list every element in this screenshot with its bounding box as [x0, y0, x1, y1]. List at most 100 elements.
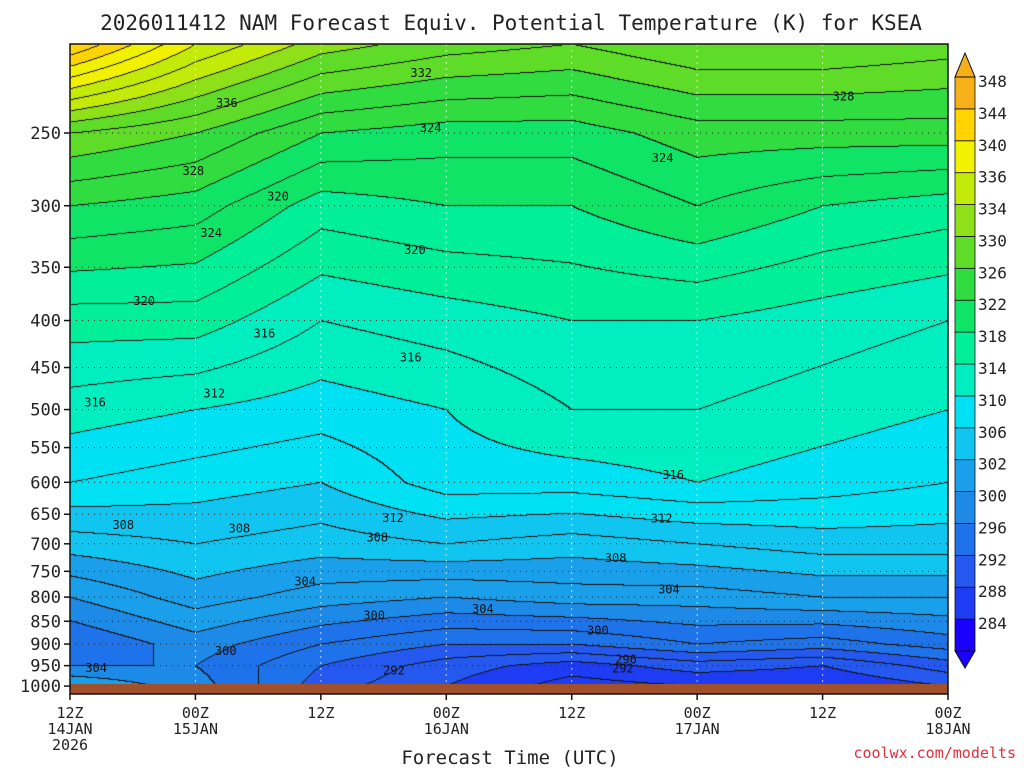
colorbar-swatch	[954, 491, 976, 524]
colorbar-label: 302	[978, 455, 1007, 474]
contour-label: 304	[294, 574, 316, 588]
contour-label: 312	[203, 386, 225, 400]
colorbar-label: 326	[978, 263, 1007, 282]
y-tick-label: 600	[30, 473, 61, 493]
colorbar-swatch	[954, 618, 976, 652]
y-tick-label: 500	[30, 401, 61, 421]
contour-label: 320	[404, 243, 426, 257]
colorbar-swatch	[954, 140, 976, 174]
colorbar-label: 300	[978, 487, 1007, 506]
contour-label: 292	[383, 664, 405, 678]
x-tick-label: 17JAN	[675, 720, 720, 738]
colorbar-label: 284	[978, 614, 1007, 633]
chart-title: 2026011412 NAM Forecast Equiv. Potential…	[100, 11, 922, 35]
x-tick-label: 00Z	[182, 704, 209, 722]
x-tick-label: 12Z	[56, 704, 83, 722]
y-tick-label: 650	[30, 505, 61, 525]
colorbar-label: 322	[978, 295, 1007, 314]
contour-label: 328	[833, 89, 855, 103]
contour-label: 300	[587, 624, 609, 638]
plot-frame	[69, 43, 949, 695]
y-tick-label: 350	[30, 258, 61, 278]
y-tick-label: 1000	[20, 677, 61, 697]
contour-label: 324	[420, 121, 442, 135]
contour-label: 296	[615, 652, 637, 666]
colorbar-swatch	[954, 204, 976, 237]
colorbar-swatch	[954, 76, 976, 110]
contour-label: 304	[658, 583, 680, 597]
colorbar-label: 314	[978, 359, 1007, 378]
y-tick-label: 900	[30, 635, 61, 655]
colorbar: 348 344 340 336 334 330 326 322 318 314 310 306 302 3…	[954, 51, 1007, 669]
colorbar-label: 288	[978, 582, 1007, 601]
y-tick-label: 850	[30, 612, 61, 632]
colorbar-swatch	[954, 523, 976, 556]
y-tick-label: 400	[30, 312, 61, 332]
colorbar-swatch	[954, 459, 976, 492]
x-tick-label: 00Z	[684, 704, 711, 722]
contour-label: 316	[662, 468, 684, 482]
contour-label: 320	[267, 189, 289, 203]
contour-label: 308	[605, 551, 627, 565]
plot-area: 332 336 328 324 324 328 320 324 320 320 316 316 316 3…	[70, 44, 948, 694]
x-tick-label: 00Z	[433, 704, 460, 722]
colorbar-top-arrow	[954, 51, 976, 78]
colorbar-label: 306	[978, 423, 1007, 442]
contour-label-layer: 332 336 328 324 324 328 320 324 320 320 316 316 316 3…	[84, 66, 854, 678]
x-tick-label: 18JAN	[925, 720, 970, 738]
x-tick-label: 12Z	[809, 704, 836, 722]
contour-label: 300	[215, 644, 237, 658]
colorbar-label: 340	[978, 136, 1007, 155]
x-tick-label: 12Z	[558, 704, 585, 722]
contour-label: 312	[382, 511, 404, 525]
y-tick-label: 250	[30, 124, 61, 144]
contour-label: 336	[216, 96, 238, 110]
contour-label: 316	[254, 326, 276, 340]
y-axis: 250 300 350 400 450 500 550 600 650 700 750 800 850 9…	[20, 124, 70, 697]
x-axis-title: Forecast Time (UTC)	[401, 747, 618, 768]
contour-label: 324	[200, 226, 222, 240]
colorbar-bottom-arrow	[954, 650, 976, 669]
colorbar-swatch	[954, 363, 976, 397]
x-tick-label: 12Z	[307, 704, 334, 722]
colorbar-label: 292	[978, 550, 1007, 569]
colorbar-swatch	[954, 427, 976, 461]
colorbar-label: 336	[978, 168, 1007, 187]
contour-label: 328	[182, 164, 204, 178]
ground-strip	[70, 684, 948, 694]
contour-label: 300	[363, 609, 385, 623]
colorbar-swatch	[954, 395, 976, 429]
colorbar-swatch	[954, 554, 976, 588]
colorbar-swatch	[954, 236, 976, 269]
colorbar-swatch	[954, 331, 976, 365]
contour-label: 308	[366, 530, 388, 544]
colorbar-label: 296	[978, 518, 1007, 537]
contour-label: 304	[472, 602, 494, 616]
contour-label: 320	[133, 294, 155, 308]
x-tick-label: 00Z	[934, 704, 961, 722]
y-tick-label: 750	[30, 562, 61, 582]
colorbar-label: 344	[978, 104, 1007, 123]
contour-label: 308	[228, 522, 250, 536]
contour-label: 308	[112, 518, 134, 532]
colorbar-swatch	[954, 267, 976, 301]
y-tick-label: 800	[30, 588, 61, 608]
colorbar-label: 310	[978, 391, 1007, 410]
contour-label: 312	[651, 512, 673, 526]
colorbar-swatch	[954, 172, 976, 205]
colorbar-swatch	[954, 299, 976, 333]
x-tick-label: 14JAN	[47, 720, 92, 738]
colorbar-label: 348	[978, 72, 1007, 91]
y-tick-label: 550	[30, 439, 61, 459]
contour-label: 304	[85, 661, 107, 675]
contour-label: 292	[612, 662, 634, 676]
x-tick-label: 15JAN	[173, 720, 218, 738]
contour-label: 316	[400, 351, 422, 365]
colorbar-label: 330	[978, 231, 1007, 250]
y-tick-label: 700	[30, 535, 61, 555]
contour-label: 332	[410, 66, 432, 80]
colorbar-swatch	[954, 108, 976, 142]
y-tick-label: 450	[30, 359, 61, 379]
